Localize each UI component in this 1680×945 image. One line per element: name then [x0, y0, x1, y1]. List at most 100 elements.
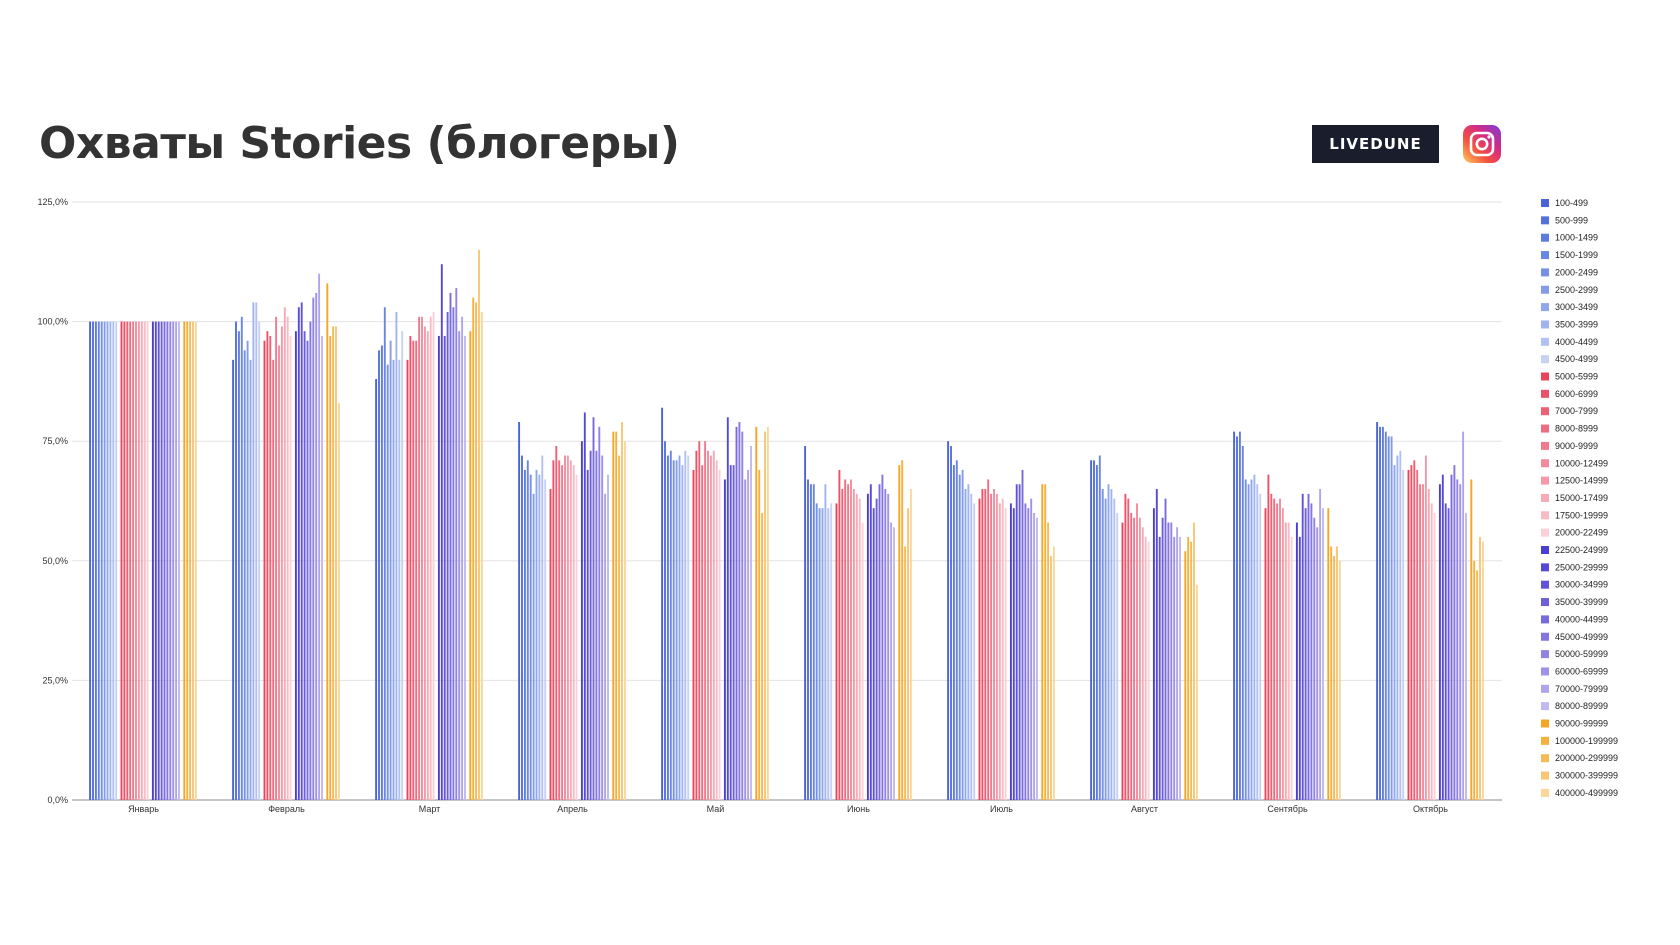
- bar: [555, 445, 558, 800]
- bar: [815, 503, 818, 800]
- bar: [1338, 560, 1341, 800]
- bar: [415, 340, 418, 800]
- bar: [709, 455, 712, 800]
- bar: [692, 469, 695, 800]
- bar: [160, 321, 163, 800]
- bar: [1138, 517, 1141, 800]
- bar: [120, 321, 123, 800]
- bar: [472, 297, 475, 800]
- bar: [432, 312, 435, 800]
- legend-label: 100000-199999: [1555, 736, 1618, 746]
- bar: [1319, 489, 1322, 800]
- bar: [604, 493, 607, 800]
- legend-swatch: [1541, 251, 1549, 260]
- bar: [469, 331, 472, 800]
- bar: [684, 450, 687, 800]
- bar: [1093, 460, 1095, 800]
- bar: [421, 316, 423, 800]
- bar: [409, 335, 412, 800]
- bar: [252, 302, 255, 800]
- legend-label: 22500-24999: [1555, 545, 1608, 555]
- bar: [189, 321, 192, 800]
- bar: [681, 465, 684, 800]
- bar: [1273, 498, 1276, 800]
- bar: [747, 469, 750, 800]
- bar: [821, 508, 824, 800]
- bar: [475, 302, 478, 800]
- bar: [100, 321, 103, 800]
- bar: [94, 321, 97, 800]
- bar: [132, 321, 135, 800]
- y-tick-label: 25,0%: [42, 675, 68, 685]
- bar: [1376, 422, 1379, 800]
- bar: [1295, 522, 1298, 800]
- bar: [715, 460, 718, 800]
- legend-swatch: [1541, 233, 1549, 242]
- bar: [418, 316, 421, 800]
- bar: [1012, 508, 1015, 800]
- bar: [1090, 460, 1093, 800]
- legend-label: 15000-17499: [1555, 493, 1608, 503]
- bar: [1253, 474, 1256, 800]
- bar: [967, 484, 970, 800]
- legend-swatch: [1541, 702, 1549, 711]
- legend-label: 90000-99999: [1555, 719, 1608, 729]
- bar: [901, 460, 904, 800]
- legend-swatch: [1541, 199, 1549, 207]
- bar: [729, 465, 732, 800]
- x-tick-label: Сентябрь: [1267, 804, 1308, 814]
- bar: [109, 321, 112, 800]
- bar: [1387, 436, 1390, 800]
- bar: [866, 493, 869, 800]
- bar: [258, 321, 261, 800]
- legend-label: 200000-299999: [1555, 753, 1618, 763]
- bar: [478, 249, 480, 801]
- bar: [1036, 517, 1038, 800]
- bar: [406, 359, 409, 800]
- bar: [1281, 508, 1284, 800]
- bar: [523, 469, 526, 800]
- bar: [1250, 479, 1253, 800]
- legend-swatch: [1541, 615, 1549, 624]
- bar: [1193, 522, 1195, 800]
- bar: [844, 479, 847, 800]
- bar: [1304, 508, 1307, 800]
- legend-swatch: [1541, 389, 1549, 398]
- bar: [1453, 465, 1456, 800]
- bar: [704, 441, 707, 800]
- x-tick-label: Январь: [128, 804, 159, 814]
- bar: [598, 426, 601, 800]
- legend-label: 2000-2499: [1555, 267, 1598, 277]
- bar: [1259, 493, 1262, 800]
- bar: [661, 407, 664, 800]
- legend-swatch: [1541, 754, 1549, 763]
- bar: [586, 469, 589, 800]
- bar: [1313, 517, 1316, 800]
- bar: [970, 493, 973, 800]
- bar: [326, 283, 329, 801]
- bar: [1015, 484, 1018, 800]
- bar: [275, 316, 278, 800]
- x-tick-label: Май: [707, 804, 725, 814]
- legend-label: 20000-22499: [1555, 528, 1608, 538]
- bar: [1124, 493, 1127, 800]
- bar: [1422, 484, 1424, 800]
- bar: [375, 379, 378, 800]
- bar: [569, 460, 572, 800]
- bar: [269, 335, 272, 800]
- bar: [1290, 536, 1293, 800]
- y-tick-label: 75,0%: [42, 436, 68, 446]
- legend-label: 35000-39999: [1555, 597, 1608, 607]
- bar: [194, 321, 197, 800]
- bar: [812, 484, 815, 800]
- bar: [575, 474, 578, 800]
- bar: [143, 321, 146, 800]
- bar: [452, 307, 455, 800]
- bar: [741, 431, 744, 800]
- bar: [1473, 560, 1476, 800]
- bar: [872, 508, 875, 800]
- bar: [687, 455, 690, 800]
- bar: [978, 498, 981, 800]
- bar: [666, 455, 669, 800]
- bar: [312, 297, 315, 800]
